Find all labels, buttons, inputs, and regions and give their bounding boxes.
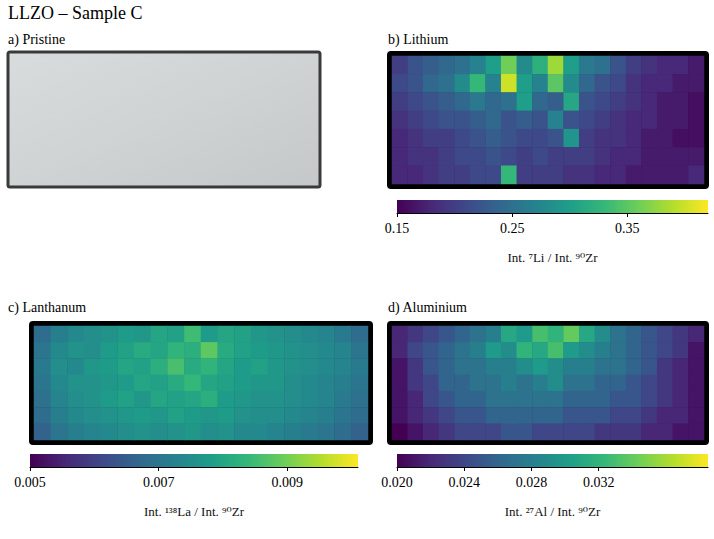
svg-text:0.35: 0.35: [615, 221, 640, 236]
svg-text:0.15: 0.15: [385, 221, 410, 236]
svg-text:a) Pristine: a) Pristine: [8, 32, 65, 48]
svg-text:Int. ²⁷Al / Int. ⁹⁰Zr: Int. ²⁷Al / Int. ⁹⁰Zr: [505, 504, 601, 519]
svg-text:0.028: 0.028: [516, 475, 548, 490]
svg-text:Int. ⁷Li / Int. ⁹⁰Zr: Int. ⁷Li / Int. ⁹⁰Zr: [507, 250, 598, 265]
svg-text:d) Aluminium: d) Aluminium: [388, 300, 467, 316]
svg-text:LLZO – Sample C: LLZO – Sample C: [8, 3, 142, 23]
svg-text:0.005: 0.005: [14, 475, 46, 490]
svg-text:0.020: 0.020: [381, 475, 413, 490]
svg-text:0.024: 0.024: [448, 475, 480, 490]
svg-text:Int. ¹³⁸La / Int. ⁹⁰Zr: Int. ¹³⁸La / Int. ⁹⁰Zr: [144, 504, 245, 519]
svg-text:0.007: 0.007: [143, 475, 175, 490]
svg-text:0.25: 0.25: [500, 221, 525, 236]
svg-text:0.009: 0.009: [272, 475, 304, 490]
svg-text:b) Lithium: b) Lithium: [388, 32, 448, 48]
svg-text:0.032: 0.032: [583, 475, 615, 490]
svg-text:c) Lanthanum: c) Lanthanum: [8, 300, 86, 316]
